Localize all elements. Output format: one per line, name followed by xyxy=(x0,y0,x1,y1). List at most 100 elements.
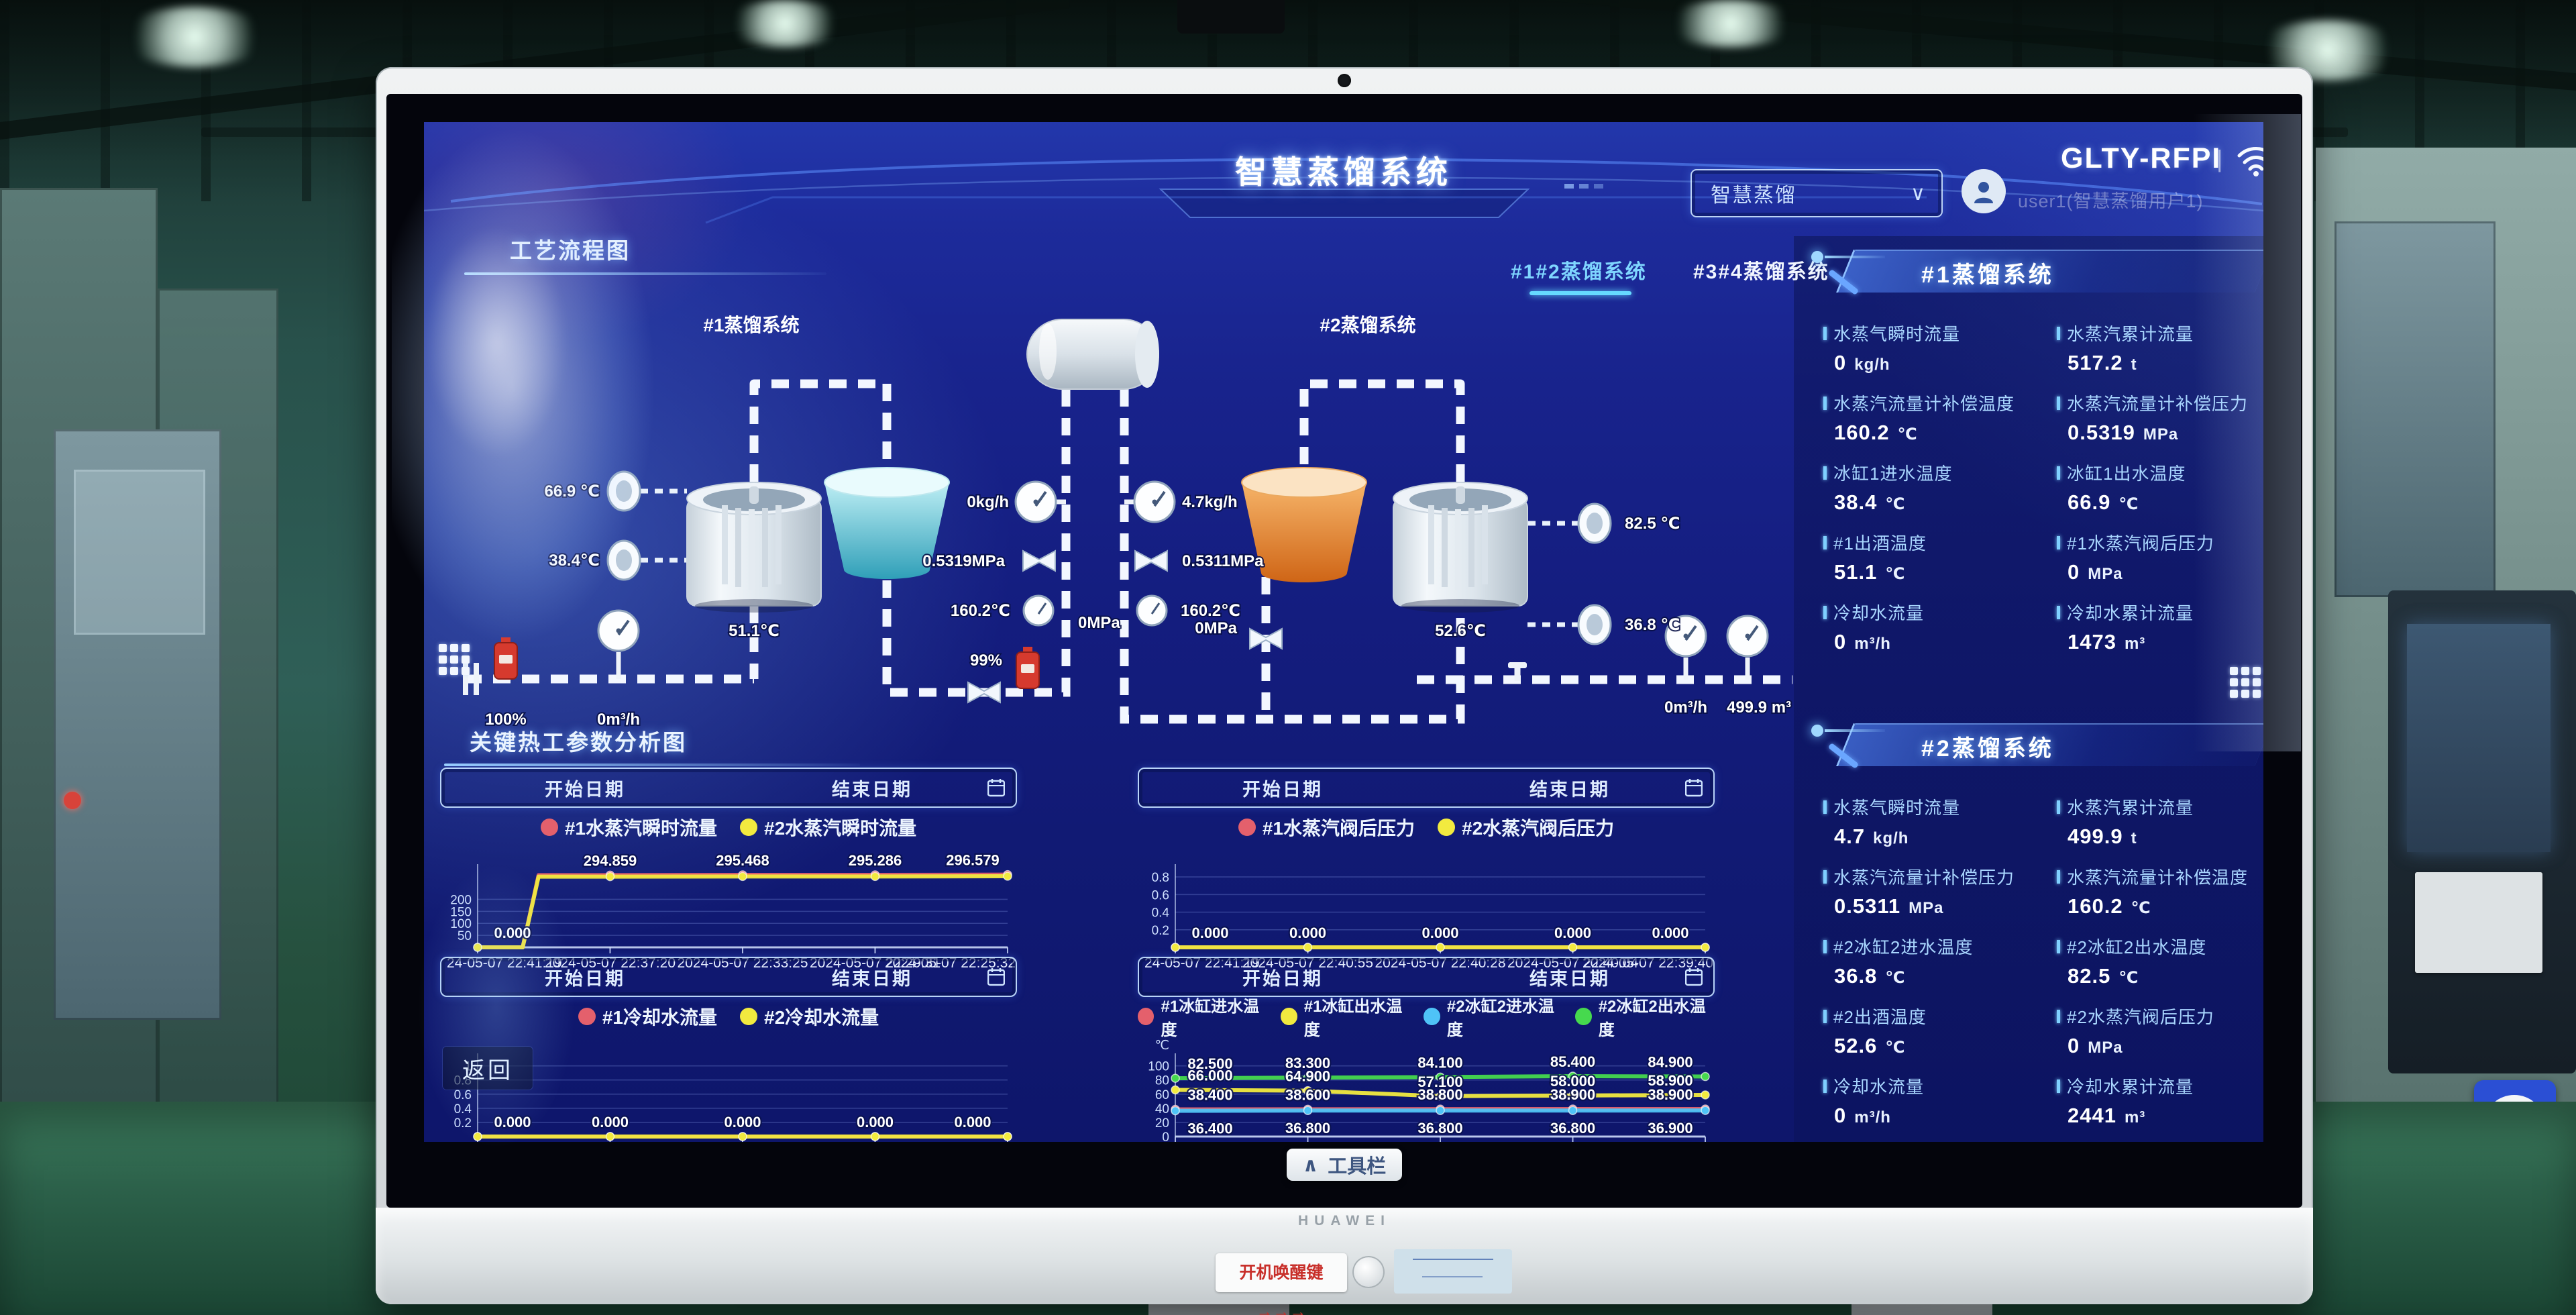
legend-dot-icon xyxy=(540,819,558,836)
start-date-field[interactable]: 开始日期 xyxy=(545,968,625,989)
panel2-header: #2蒸馏系统 xyxy=(1807,723,2263,770)
stat-value: 0 m³/h xyxy=(1834,630,2045,654)
ceiling-light xyxy=(121,7,268,67)
tab-system-1-2[interactable]: #1#2蒸馏系统 xyxy=(1511,261,1647,283)
svg-text:58.900: 58.900 xyxy=(1648,1072,1693,1089)
pressure-gauge xyxy=(597,609,640,652)
equipment-cabinet-left xyxy=(54,429,221,1020)
svg-text:58.000: 58.000 xyxy=(1550,1073,1595,1090)
flow-meter-icon xyxy=(1016,646,1040,689)
stat-label: 水蒸汽流量计补偿压力 xyxy=(2057,390,2263,415)
svg-text:295.286: 295.286 xyxy=(849,852,902,869)
stat-value: 2441 m³ xyxy=(2068,1104,2263,1128)
analysis-section-title: 关键热工参数分析图 xyxy=(470,730,687,755)
legend-item: #2冰缸2进水温度 xyxy=(1424,993,1563,1040)
stat-value-number: 1473 xyxy=(2068,630,2116,653)
date-range-picker[interactable]: 开始日期 结束日期 xyxy=(440,957,1017,997)
calendar-icon[interactable] xyxy=(987,778,1006,797)
flow-label: 66.9 ℃ xyxy=(545,482,600,501)
svg-text:38.900: 38.900 xyxy=(1550,1086,1595,1103)
stat-cell: 水蒸汽累计流量 517.2 t xyxy=(2057,321,2263,390)
legend-label: #1冷却水流量 xyxy=(602,1007,717,1028)
legend-label: #2冰缸2出水温度 xyxy=(1598,998,1706,1039)
valve-icon xyxy=(1022,550,1056,572)
process-flow-diagram: #1蒸馏系统 #2蒸馏系统 xyxy=(463,314,1792,730)
svg-text:0.000: 0.000 xyxy=(857,1114,894,1130)
flow-label: 160.2℃ xyxy=(1181,602,1240,620)
end-date-field[interactable]: 结束日期 xyxy=(1529,779,1610,800)
stat-cell: #2冰缸2出水温度 82.5 ℃ xyxy=(2057,934,2263,1004)
chart-panel-cooling-flow: 开始日期 结束日期 #1冷却水流量 #2冷却水流量 10.80.60.40.224-05… xyxy=(440,957,1017,1142)
flow-label: 4.7kg/h xyxy=(1182,493,1238,511)
stat-value: 160.2 ℃ xyxy=(1834,421,2045,445)
stat-cell: 水蒸汽流量计补偿压力 0.5311 MPa xyxy=(1823,864,2045,934)
date-range-picker[interactable]: 开始日期 结束日期 xyxy=(1138,768,1715,808)
flow-gauge xyxy=(1014,480,1057,523)
legend-item: #2水蒸汽阀后压力 xyxy=(1438,814,1614,841)
flow-label: 99% xyxy=(970,651,1002,670)
end-date-field[interactable]: 结束日期 xyxy=(832,968,912,989)
start-date-field[interactable]: 开始日期 xyxy=(1242,779,1323,800)
steam-tank xyxy=(1026,319,1159,390)
stat-value: 36.8 ℃ xyxy=(1834,964,2045,988)
stat-label: 冷却水累计流量 xyxy=(2057,1073,2263,1098)
svg-text:66.000: 66.000 xyxy=(1187,1067,1232,1084)
user-avatar[interactable] xyxy=(1962,169,2006,213)
stat-label: 水蒸汽流量计补偿温度 xyxy=(2057,864,2263,889)
panel2-title: #2蒸馏系统 xyxy=(1921,736,2054,761)
stat-unit: ℃ xyxy=(2131,899,2151,917)
power-button[interactable] xyxy=(1352,1256,1385,1288)
svg-text:0.4: 0.4 xyxy=(454,1102,472,1116)
date-range-picker[interactable]: 开始日期 结束日期 xyxy=(440,768,1017,808)
svg-text:0: 0 xyxy=(1162,1130,1169,1142)
tab-system-3-4[interactable]: #3#4蒸馏系统 xyxy=(1693,261,1829,283)
legend-dot-icon xyxy=(578,1008,596,1025)
person-icon xyxy=(1974,182,1993,203)
grid-menu-icon[interactable] xyxy=(2230,667,2262,699)
legend-dot-icon xyxy=(1281,1008,1297,1025)
system-select-dropdown[interactable]: 智慧蒸馏 ∨ xyxy=(1690,169,1943,217)
start-date-field[interactable]: 开始日期 xyxy=(1242,968,1323,989)
toolbar-button[interactable]: ∧ 工具栏 xyxy=(1287,1149,1402,1181)
kiosk-paper xyxy=(2415,872,2542,973)
calendar-icon[interactable] xyxy=(1684,967,1703,986)
grid-menu-icon[interactable] xyxy=(439,644,471,676)
stat-value-number: 499.9 xyxy=(2068,825,2123,848)
end-date-field[interactable]: 结束日期 xyxy=(832,779,912,800)
active-tab-underline xyxy=(1529,291,1631,295)
svg-text:83.300: 83.300 xyxy=(1285,1055,1330,1071)
svg-text:200: 200 xyxy=(450,893,472,907)
flow-label: 0.5311MPa xyxy=(1182,552,1264,570)
stat-value-number: 0.5311 xyxy=(1834,894,1901,918)
pipe-center-right xyxy=(1120,389,1465,724)
flow-label: 0m³/h xyxy=(1664,698,1707,717)
stat-cell: 水蒸气瞬时流量 0 kg/h xyxy=(1823,321,2045,390)
flow-gauge xyxy=(1133,480,1176,523)
calendar-icon[interactable] xyxy=(1684,778,1703,797)
start-date-field[interactable]: 开始日期 xyxy=(545,779,625,800)
temp-sensor xyxy=(606,470,641,512)
chart-legend: #1水蒸汽瞬时流量 #2水蒸汽瞬时流量 xyxy=(440,812,1017,843)
stat-unit: m³/h xyxy=(1854,635,1891,653)
stat-cell: 水蒸汽累计流量 499.9 t xyxy=(2057,794,2263,864)
chart-panel-tank-temps: 开始日期 结束日期 #1冰缸进水温度 #1冰缸出水温度 #2冰缸2进水温度 #2冰缸2出水… xyxy=(1138,957,1715,1142)
stat-unit: m³ xyxy=(2124,635,2146,653)
date-range-picker[interactable]: 开始日期 结束日期 xyxy=(1138,957,1715,997)
stat-unit: m³/h xyxy=(1854,1108,1891,1126)
temp-sensor xyxy=(606,539,641,581)
legend-dot-icon xyxy=(1424,1008,1440,1025)
legend-label: #2水蒸汽阀后压力 xyxy=(1462,818,1615,839)
stat-unit: ℃ xyxy=(2118,495,2139,513)
back-button[interactable]: 返回 xyxy=(443,1047,533,1090)
stat-cell: 水蒸汽流量计补偿温度 160.2 ℃ xyxy=(1823,390,2045,460)
svg-text:0.000: 0.000 xyxy=(494,925,531,941)
calendar-icon[interactable] xyxy=(987,967,1006,986)
glow-dot-icon xyxy=(1811,725,1823,737)
chart-panel-valve-pressure: 开始日期 结束日期 #1水蒸汽阀后压力 #2水蒸汽阀后压力 0.8 0.6 0.4 0.2 24… xyxy=(1138,768,1715,978)
stat-cell: 冰缸1进水温度 38.4 ℃ xyxy=(1823,460,2045,530)
stat-unit: MPa xyxy=(2088,565,2123,583)
end-date-field[interactable]: 结束日期 xyxy=(1529,968,1610,989)
svg-text:100: 100 xyxy=(450,917,472,931)
stat-value-number: 66.9 xyxy=(2068,490,2111,514)
system-select-value: 智慧蒸馏 xyxy=(1711,185,1796,207)
